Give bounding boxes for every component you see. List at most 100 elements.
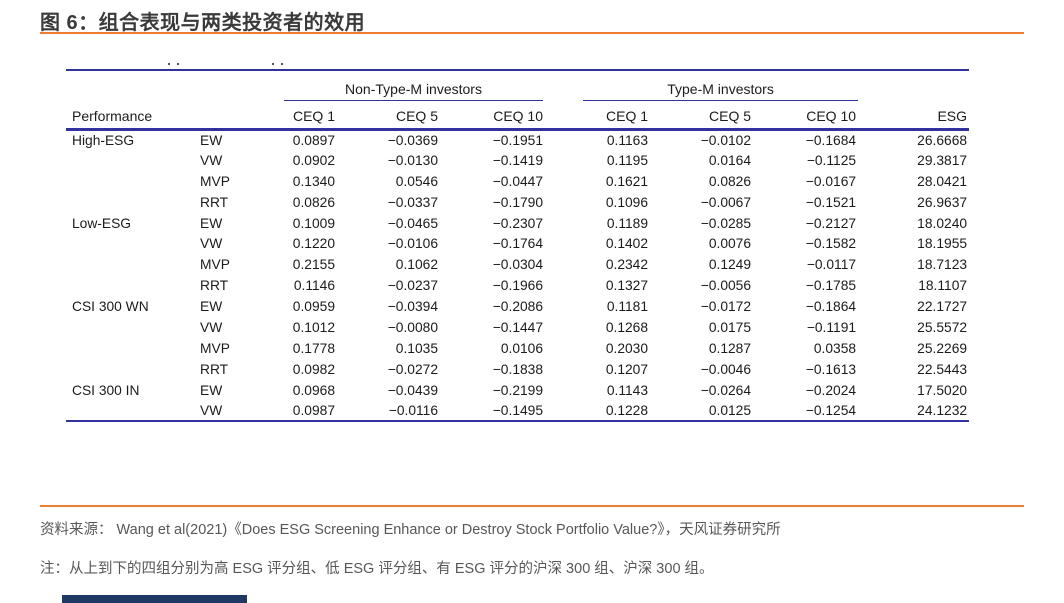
cell-value: −0.1191 (806, 319, 857, 335)
cell-value: −0.2307 (492, 215, 544, 231)
cell-method: RRT (200, 361, 229, 377)
cell-group (66, 254, 200, 275)
cell-value: −0.1495 (492, 403, 544, 419)
cell-value: 0.1402 (605, 236, 649, 252)
cell-value: −0.1521 (805, 194, 857, 210)
cell-value: −0.0337 (387, 194, 438, 210)
cell-value: −0.1684 (805, 132, 857, 148)
cell-value: −0.0394 (387, 299, 438, 315)
cell-value: 0.1207 (605, 361, 649, 377)
cell-value: 0.2155 (292, 257, 335, 273)
cell-value: 0.0826 (708, 173, 752, 189)
cell-value: −0.1966 (492, 278, 544, 294)
cell-value: 0.1181 (606, 299, 649, 315)
cell-value: −0.0106 (387, 236, 438, 252)
cell-value: 26.6668 (917, 132, 968, 148)
cell-value: −0.0046 (700, 361, 752, 377)
cell-value: −0.0304 (492, 257, 544, 273)
cell-value: −0.0264 (700, 382, 752, 398)
cell-value: 22.1727 (917, 299, 968, 315)
cell-value: −0.0465 (387, 215, 438, 231)
cell-value: −0.0117 (806, 257, 857, 273)
cell-value: 0.1035 (395, 340, 438, 356)
note-line: 注：从上到下的四组分别为高 ESG 评分组、低 ESG 评分组、有 ESG 评分… (40, 561, 714, 577)
table-row: RRT 0.1146 −0.0237 −0.1966 0.1327 −0.0056 −0.1… (66, 275, 969, 296)
cell-value: −0.1613 (805, 361, 857, 377)
column-header-row: Performance CEQ 1 CEQ 5 CEQ 10 CEQ 1 CEQ… (66, 101, 970, 131)
cell-value: −0.1838 (492, 361, 544, 377)
table-row: VW 0.0902 −0.0130 −0.1419 0.1195 0.0164 −0.112… (66, 150, 969, 171)
cell-value: 0.1143 (606, 382, 649, 398)
cell-group (66, 275, 200, 296)
cell-value: −0.0130 (387, 152, 438, 168)
cell-method: MVP (200, 257, 230, 273)
cropped-text-artifact (272, 63, 274, 65)
cell-value: 0.0987 (292, 403, 335, 419)
cell-value: 0.0125 (708, 403, 752, 419)
cell-method: VW (200, 319, 223, 335)
cell-value: −0.1125 (806, 152, 857, 168)
cell-value: −0.1582 (805, 236, 857, 252)
ceq1-header: CEQ 1 (262, 101, 337, 131)
cell-value: 0.0164 (708, 152, 752, 168)
cell-value: 0.2030 (605, 340, 649, 356)
cell-group: High-ESG (72, 132, 135, 148)
cell-value: 0.0897 (292, 132, 335, 148)
cell-value: 0.1189 (606, 215, 649, 231)
cell-value: −0.2086 (492, 299, 544, 315)
cell-value: 0.0175 (708, 319, 752, 335)
source-line: 资料来源： Wang et al(2021)《Does ESG Screenin… (40, 522, 781, 538)
cell-value: −0.0080 (387, 319, 438, 335)
table-row: CSI 300 IN EW 0.0968 −0.0439 −0.2199 0.1143 −0… (66, 380, 969, 401)
cell-value: −0.0237 (387, 278, 438, 294)
cell-method: MVP (200, 173, 230, 189)
cell-value: 0.1340 (292, 173, 335, 189)
table-row: Low-ESG EW 0.1009 −0.0465 −0.2307 0.1189 −0.02… (66, 213, 969, 234)
cell-value: 0.0982 (292, 361, 335, 377)
cell-value: −0.0067 (700, 194, 752, 210)
table-row: VW 0.0987 −0.0116 −0.1495 0.1228 0.0125 −0.125… (66, 401, 969, 422)
cell-method: VW (200, 403, 223, 419)
cell-value: 0.1287 (708, 340, 752, 356)
cell-value: 0.1228 (605, 403, 649, 419)
cell-group (66, 171, 200, 192)
footer-divider-rule (40, 505, 1024, 507)
cell-value: −0.1447 (492, 319, 544, 335)
cell-method: VW (200, 236, 223, 252)
group-header-spacer (66, 70, 262, 101)
cell-group (66, 233, 200, 254)
cell-value: 0.0968 (292, 382, 335, 398)
table-row: High-ESG EW 0.0897 −0.0369 −0.1951 0.1163 −0.0… (66, 129, 969, 150)
cell-value: 0.1062 (395, 257, 438, 273)
cell-value: 0.1220 (292, 236, 335, 252)
cell-value: −0.0116 (388, 403, 438, 419)
cell-method: EW (200, 132, 223, 148)
group-header-non-type-m: Non-Type-M investors (262, 70, 545, 101)
table-row: CSI 300 WN EW 0.0959 −0.0394 −0.2086 0.1181 −0… (66, 296, 969, 317)
cell-group (66, 192, 200, 213)
cell-group (66, 338, 200, 359)
cell-value: −0.0056 (700, 278, 752, 294)
cell-value: −0.0172 (700, 299, 752, 315)
cell-value: 0.1195 (606, 152, 649, 168)
cell-value: −0.1419 (492, 152, 544, 168)
cell-value: −0.1785 (805, 278, 857, 294)
figure-title: 图 6：组合表现与两类投资者的效用 (40, 12, 366, 34)
cell-value: 0.2342 (605, 257, 649, 273)
esg-header: ESG (858, 101, 970, 131)
cell-value: 0.1249 (708, 257, 752, 273)
cell-value: −0.2024 (805, 382, 857, 398)
cell-value: 0.1146 (293, 278, 335, 294)
cell-value: 0.1327 (605, 278, 649, 294)
cell-method: EW (200, 382, 223, 398)
cell-group: CSI 300 IN (72, 382, 140, 398)
cell-group: Low-ESG (72, 215, 132, 231)
cell-value: −0.0272 (387, 361, 438, 377)
cell-value: 0.0358 (813, 340, 857, 356)
cell-method: EW (200, 215, 223, 231)
cell-value: −0.1790 (492, 194, 544, 210)
cell-value: 24.1232 (917, 403, 968, 419)
cell-value: −0.1764 (492, 236, 544, 252)
cell-method: MVP (200, 340, 230, 356)
